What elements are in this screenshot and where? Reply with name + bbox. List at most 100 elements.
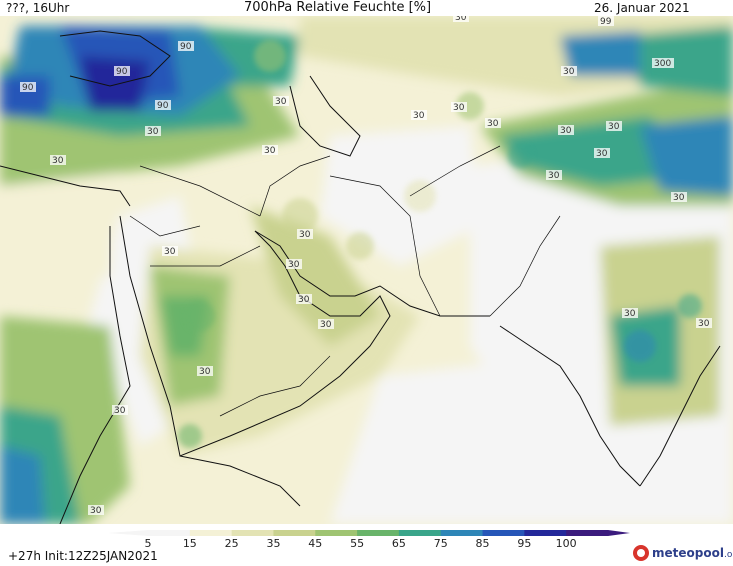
contour-label: 30	[199, 367, 211, 377]
legend-tick-label: 45	[308, 537, 322, 548]
contour-label-bg	[286, 259, 302, 269]
contour-label-bg	[297, 229, 313, 239]
caspian-sea-coast	[289, 75, 361, 157]
contour-label-bg	[652, 58, 674, 68]
legend-swatch	[524, 530, 567, 536]
contour-label-bg	[558, 125, 574, 135]
black-sea-coast	[59, 30, 171, 87]
legend-swatch	[482, 530, 525, 536]
contour-label-bg	[20, 82, 36, 92]
legend-swatch	[440, 530, 484, 536]
legend-tick-label: 55	[350, 537, 364, 548]
valid-time-label: ???, 16Uhr	[6, 1, 70, 15]
contour-label: 30	[114, 406, 126, 416]
legend-swatch	[357, 530, 400, 536]
contour-label: 30	[52, 156, 64, 166]
contour-label-bg	[598, 16, 614, 26]
dry-zone-arabian-sea	[330, 356, 600, 524]
wet-zone-himalaya-east	[640, 116, 733, 196]
india-east-coast	[639, 345, 721, 487]
legend-swatch	[148, 530, 191, 536]
contour-label-bg	[112, 405, 128, 415]
contour-label: 30	[264, 146, 276, 156]
wet-zone-aegean	[80, 56, 150, 111]
dry-zone-iran	[320, 126, 480, 266]
field-texture	[178, 40, 702, 448]
contour-label: 30	[487, 119, 499, 129]
persian-gulf-coast	[254, 230, 490, 317]
map-title: 700hPa Relative Feuchte [%]	[244, 0, 432, 15]
legend-tick-label: 5	[145, 537, 152, 548]
arabian-peninsula-coast	[119, 215, 391, 457]
contour-label-bg	[273, 96, 289, 106]
contour-label: 30	[455, 16, 467, 23]
brand-tld: .org	[723, 550, 733, 560]
meteopool-brand-name: meteopool.org	[652, 546, 733, 562]
contour-label: 30	[453, 103, 465, 113]
contour-label-bg	[88, 505, 104, 515]
contour-label: 30	[698, 319, 710, 329]
contour-label-bg	[622, 308, 638, 318]
contour-label-bg	[162, 246, 178, 256]
contour-label: 30	[673, 193, 685, 203]
contour-label: 30	[275, 97, 287, 107]
legend-swatch	[315, 530, 358, 536]
contour-label: 30	[90, 506, 102, 516]
contour-label-bg	[594, 148, 610, 158]
contour-label-bg	[606, 121, 622, 131]
map-footer: 5 15 25 35 45 55 65 75 85 95 100 +27h Init:12Z25JA…	[0, 524, 733, 566]
contour-label: 30	[563, 67, 575, 77]
contour-label: 90	[180, 42, 192, 52]
contour-label-bg	[411, 110, 427, 120]
contour-label-bg	[546, 170, 562, 180]
legend-swatch	[189, 530, 233, 536]
color-legend: 5 15 25 35 45 55 65 75 85 95 100	[108, 530, 630, 548]
contour-label-bg	[114, 66, 130, 76]
map-header: ???, 16Uhr 700hPa Relative Feuchte [%] 2…	[0, 0, 733, 16]
init-run-info: +27h Init:12Z25JAN2021	[8, 549, 158, 563]
wet-zone-west-med	[0, 76, 50, 116]
contour-label-bg	[296, 294, 312, 304]
legend-arrow-high	[608, 530, 630, 536]
map-date: 26. Januar 2021	[594, 1, 690, 15]
contour-label-bg	[50, 155, 66, 165]
contour-label: 30	[624, 309, 636, 319]
legend-tick-label: 35	[266, 537, 280, 548]
contour-label-bg	[671, 192, 687, 202]
dry-zone-levant	[0, 156, 120, 296]
contour-label-bg	[155, 100, 171, 110]
mediterranean-coast	[0, 165, 131, 207]
contour-label-bg	[451, 102, 467, 112]
moist-zone-gulf	[250, 206, 380, 346]
contour-label: 30	[608, 122, 620, 132]
legend-tick-label: 25	[225, 537, 239, 548]
contour-label: 30	[413, 111, 425, 121]
meteopool-logo-icon	[633, 545, 649, 561]
contour-label-bg	[696, 318, 712, 328]
contour-label: 30	[298, 295, 310, 305]
contour-label: 90	[157, 101, 169, 111]
legend-swatch	[566, 530, 609, 536]
political-borders	[129, 145, 561, 417]
contour-label: 90	[116, 67, 128, 77]
contour-label: 30	[320, 320, 332, 330]
legend-swatch	[398, 530, 442, 536]
contour-label: 30	[596, 149, 608, 159]
contour-label: 30	[560, 126, 572, 136]
legend-tick-label: 95	[517, 537, 531, 548]
contour-label-bg	[453, 16, 469, 22]
contour-label: 99	[600, 17, 612, 27]
contour-label: 30	[147, 127, 159, 137]
contour-label-bg	[145, 126, 161, 136]
humidity-map: 90 90 90 90 99 30 30 300 30 30 30 30 30 30 30 30 30 30 30 3…	[0, 16, 733, 524]
contour-label-bg	[485, 118, 501, 128]
contour-label: 30	[164, 247, 176, 257]
wet-zone-africa	[0, 446, 45, 524]
legend-arrow-low	[108, 530, 148, 536]
contour-label-bg	[262, 145, 278, 155]
contour-label-bg	[318, 319, 334, 329]
brand-text: meteopool	[652, 546, 724, 560]
legend-tick-label: 85	[476, 537, 490, 548]
contour-label-bg	[178, 41, 194, 51]
legend-tick-label: 65	[392, 537, 406, 548]
